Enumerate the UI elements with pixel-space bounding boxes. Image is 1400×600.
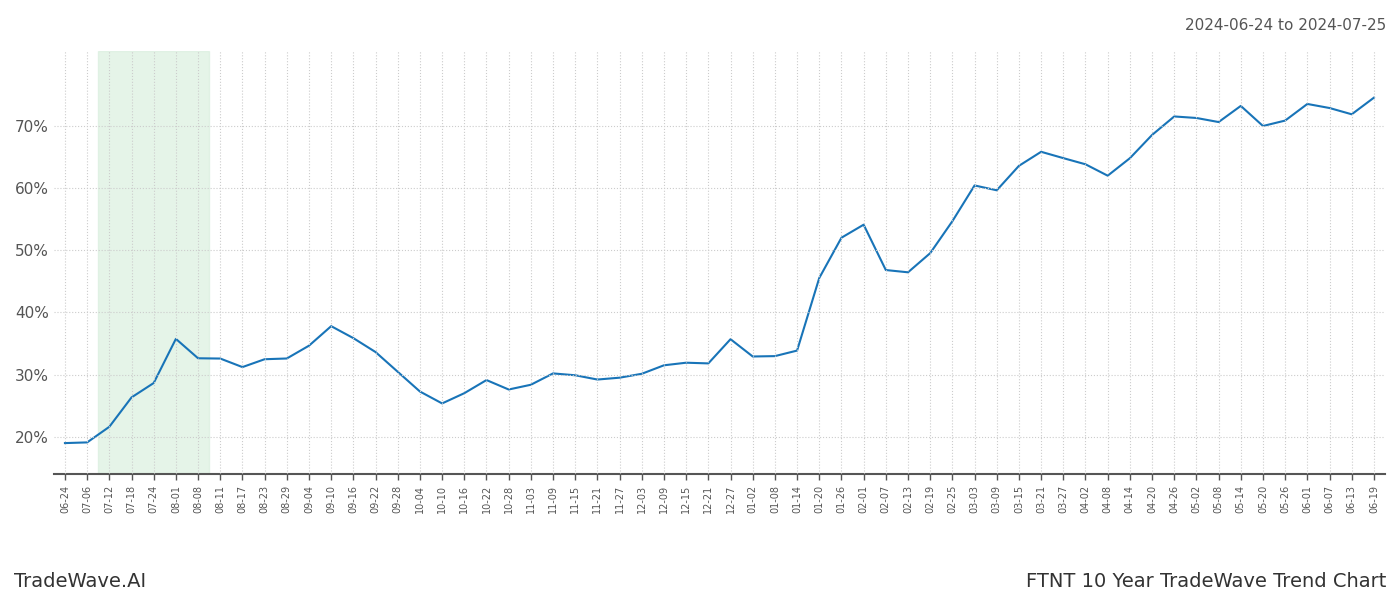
Text: FTNT 10 Year TradeWave Trend Chart: FTNT 10 Year TradeWave Trend Chart [1026,572,1386,591]
Bar [98,51,209,474]
Text: TradeWave.AI: TradeWave.AI [14,572,146,591]
Text: 2024-06-24 to 2024-07-25: 2024-06-24 to 2024-07-25 [1184,18,1386,33]
